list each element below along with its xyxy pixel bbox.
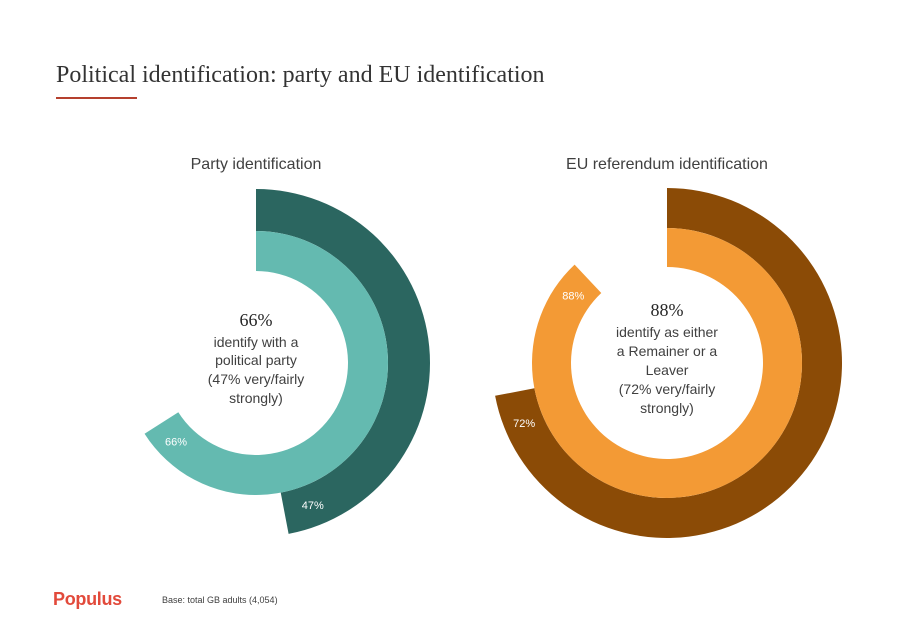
party-center-line-2: political party [215, 352, 297, 368]
party-center-line-3: (47% very/fairly [208, 371, 304, 387]
party-center-line-4: strongly) [229, 390, 283, 406]
party-chart: Party identification 47% 66% 66% identify… [144, 156, 430, 534]
populus-logo: Populus [53, 589, 122, 609]
page-title: Political identification: party and EU i… [56, 62, 545, 88]
eu-center-line-4: (72% very/fairly [619, 381, 715, 397]
eu-chart-title: EU referendum identification [566, 156, 768, 173]
eu-center-line-2: a Remainer or a [617, 343, 718, 359]
eu-inner-arc-label: 88% [562, 290, 584, 302]
party-chart-title: Party identification [191, 156, 322, 173]
party-center-value: 66% [240, 310, 273, 330]
eu-center-line-5: strongly) [640, 400, 694, 416]
base-note: Base: total GB adults (4,054) [162, 595, 278, 605]
party-center-line-1: identify with a [214, 334, 299, 350]
party-inner-arc-label: 66% [165, 436, 187, 448]
eu-chart: EU referendum identification 72%88% 88% … [495, 156, 842, 539]
eu-center-value: 88% [651, 300, 684, 320]
eu-center-line-3: Leaver [646, 362, 689, 378]
eu-outer-arc-label: 72% [513, 418, 535, 430]
eu-center-line-1: identify as either [616, 324, 718, 340]
party-outer-arc [256, 189, 430, 534]
party-inner-arc [144, 231, 388, 495]
title-underline [56, 97, 137, 99]
party-outer-arc-label: 47% [302, 500, 324, 512]
